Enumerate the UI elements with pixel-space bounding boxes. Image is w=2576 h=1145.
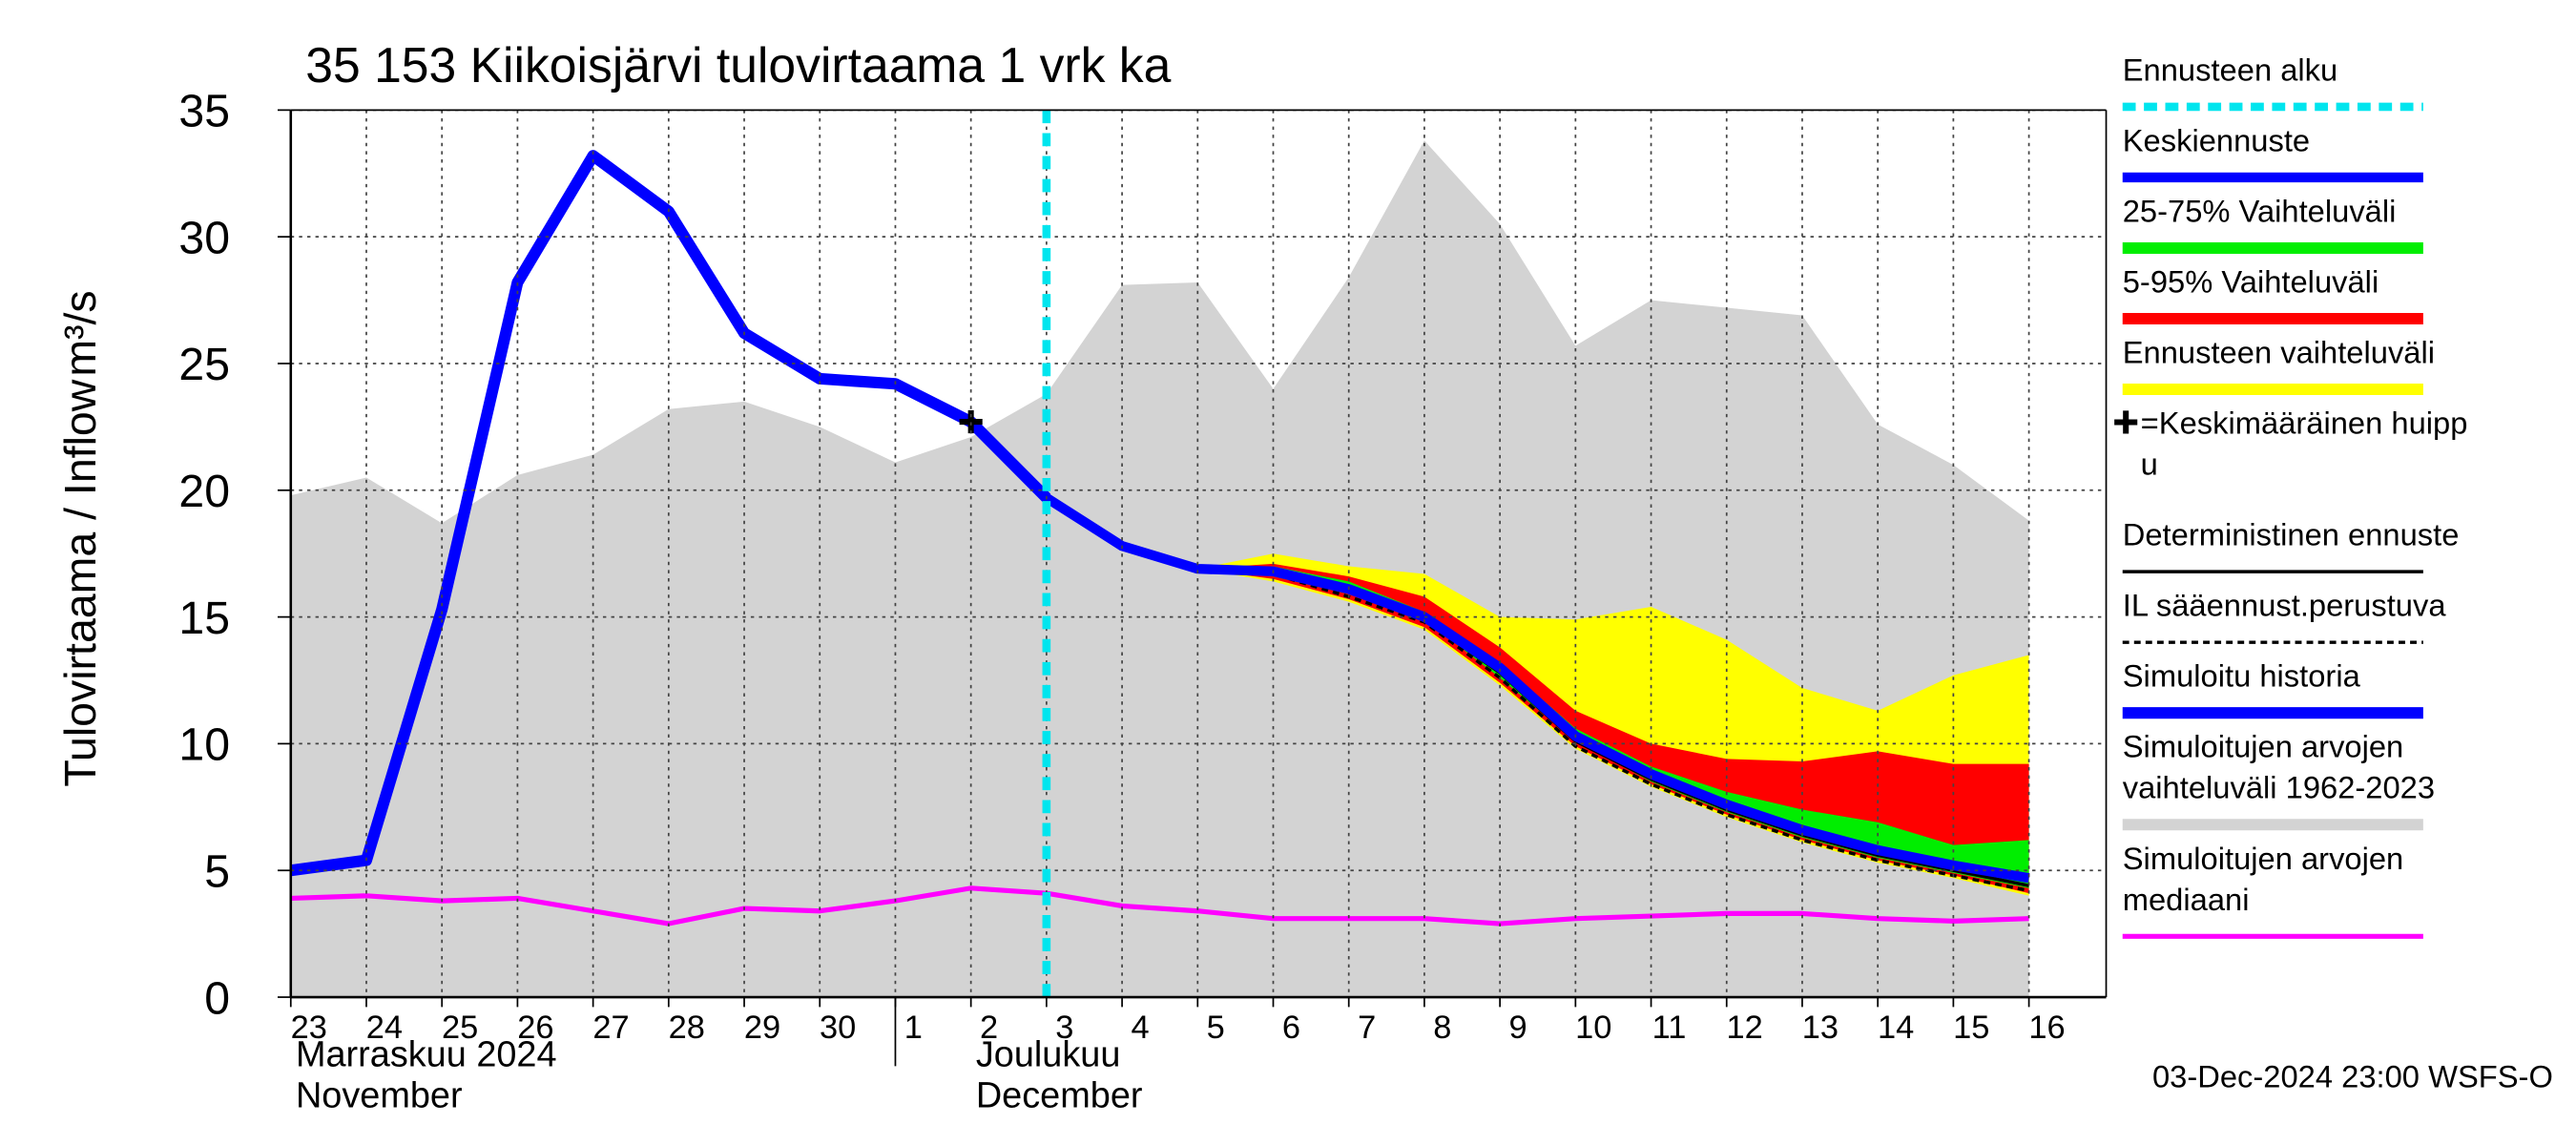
month-label: Joulukuu December [976,1034,1143,1115]
x-tick-label: 7 [1358,1010,1376,1046]
legend-label: Ennusteen vaihteluväli [2123,334,2435,369]
y-tick-label: 30 [178,212,230,263]
x-tick-label: 10 [1575,1010,1611,1046]
legend-label: Simuloitujen arvojen vaihteluväli 1962-20… [2123,729,2435,805]
legend-label: IL sääennust.perustuva [2123,588,2447,623]
peak-marker [2114,410,2138,434]
y-tick-label: 25 [178,339,230,390]
legend-label: 25-75% Vaihteluväli [2123,193,2397,228]
x-tick-label: 2 [980,1010,998,1046]
range-band [290,140,2029,998]
chart-title: 35 153 Kiikoisjärvi tulovirtaama 1 vrk k… [305,37,1171,93]
y-tick-label: 0 [204,972,230,1024]
y-axis-unit: m³/s [55,290,105,376]
legend-label: =Keskimääräinen huipp u [2141,406,2468,482]
x-tick-label: 24 [366,1010,403,1046]
range-band [1197,563,2029,894]
x-tick-label: 3 [1055,1010,1073,1046]
plot-area [289,140,2030,998]
x-tick-label: 9 [1508,1010,1527,1046]
y-tick-label: 10 [178,719,230,771]
x-tick-label: 4 [1131,1010,1149,1046]
series-line [1197,567,2029,893]
x-tick-label: 26 [517,1010,553,1046]
x-tick-label: 1 [904,1010,923,1046]
x-tick-label: 28 [669,1010,705,1046]
footer: 03-Dec-2024 23:00 WSFS-O [2152,1059,2553,1094]
x-tick-label: 16 [2028,1010,2065,1046]
x-tick-label: 5 [1207,1010,1225,1046]
x-tick-label: 30 [820,1010,856,1046]
legend: Ennusteen alku Keskiennuste 25-75% Vaihtel… [2114,52,2468,939]
x-tick-label: 14 [1878,1010,1914,1046]
x-tick-label: 8 [1433,1010,1451,1046]
x-tick-label: 11 [1652,1010,1687,1046]
legend-label: Simuloitu historia [2123,658,2361,694]
series-line [893,379,2030,884]
legend-label: 5-95% Vaihteluväli [2123,263,2379,299]
x-tick-label: 12 [1727,1010,1763,1046]
x-tick-label: 15 [1953,1010,1989,1046]
y-tick-label: 20 [178,466,230,517]
legend-label: Keskiennuste [2123,122,2310,157]
legend-label: Ennusteen alku [2123,52,2337,87]
y-axis-label: Tulovirtaama / Inflow [55,379,105,786]
y-tick-label: 15 [178,593,230,644]
x-tick-label: 13 [1802,1010,1839,1046]
range-band [1197,566,2029,888]
legend-label: Deterministinen ennuste [2123,517,2460,552]
x-tick-label: 23 [291,1010,327,1046]
legend-label: Simuloitujen arvojen mediaani [2123,841,2404,917]
y-tick-label: 35 [178,86,230,137]
x-tick-label: 29 [744,1010,780,1046]
series-line [290,885,2029,926]
month-label: Marraskuu 2024 November [296,1034,557,1115]
x-tick-label: 25 [442,1010,478,1046]
x-tick-label: 6 [1282,1010,1300,1046]
y-tick-label: 5 [204,845,230,897]
x-tick-label: 27 [592,1010,629,1046]
